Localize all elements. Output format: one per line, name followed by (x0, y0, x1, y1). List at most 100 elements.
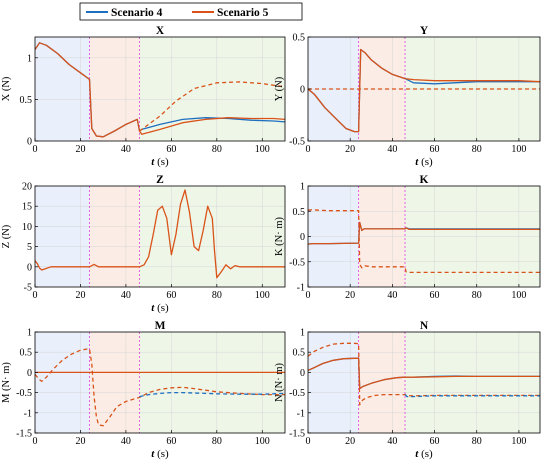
y-tick-label: 15 (22, 202, 32, 213)
series-line-1 (35, 189, 285, 279)
x-tick-label: 80 (212, 144, 222, 155)
subplot-n: 0 20 40 60 80 100 -1.5 -1 -0.5 0 0.5 1 Nt (s) N (N· m… (274, 320, 541, 460)
y-tick-label: 0 (300, 368, 305, 379)
phase-region-1 (308, 332, 359, 433)
series-line-1 (308, 342, 540, 406)
series-group (308, 342, 540, 406)
x-tick-label: 60 (430, 436, 440, 447)
y-tick-label: -0.5 (289, 137, 305, 148)
subplot-k: 0 20 40 60 80 100 -1 -0.5 0 0.5 1 K K (N· m) (274, 174, 541, 301)
series-group (308, 48, 540, 133)
y-tick-label: 0.5 (293, 207, 306, 218)
x-tick-label: 20 (75, 290, 85, 301)
y-tick-label: -0.5 (16, 388, 32, 399)
x-tick-label: 0 (33, 144, 38, 155)
x-axis-label: t (s) (151, 156, 169, 168)
series-group (308, 209, 540, 274)
y-axis-label: M (N· m) (1, 362, 12, 403)
legend-box (79, 2, 303, 21)
y-axis-label: K (N· m) (274, 216, 285, 256)
subplot-title: N (420, 320, 429, 332)
y-axis-label: Y (N) (274, 76, 285, 101)
x-tick-label: 40 (121, 436, 131, 447)
x-tick-label: 20 (75, 436, 85, 447)
x-tick-label: 80 (472, 290, 482, 301)
x-axis-label: t (s) (415, 156, 433, 168)
x-tick-label: 0 (306, 290, 311, 301)
x-tick-label: 0 (33, 436, 38, 447)
x-tick-label: 100 (255, 290, 270, 301)
phase-region-1 (35, 37, 90, 141)
x-tick-label: 40 (121, 144, 131, 155)
x-tick-label: 60 (166, 144, 176, 155)
y-tick-label: -5 (24, 283, 32, 294)
x-tick-label: 20 (345, 290, 355, 301)
series-group (35, 348, 285, 427)
legend-label-2: Scenario 5 (217, 7, 269, 19)
x-axis-label: t (s) (415, 448, 433, 460)
axes-frame (34, 331, 286, 434)
series-line-3 (308, 221, 540, 245)
y-tick-label: -1 (297, 283, 305, 294)
phase-region-3 (405, 332, 540, 433)
y-tick-label: 10 (22, 222, 32, 233)
phase-region-2 (89, 186, 140, 287)
phase-region-1 (35, 186, 90, 287)
phase-region-1 (35, 332, 90, 433)
y-tick-label: -1 (24, 408, 32, 419)
y-tick-label: 0.5 (20, 95, 33, 106)
y-tick-label: 1 (27, 328, 32, 339)
phase-region-3 (139, 37, 285, 141)
x-tick-label: 100 (255, 144, 270, 155)
y-tick-label: -0.5 (289, 388, 305, 399)
x-tick-label: 40 (121, 290, 131, 301)
y-tick-label: 0 (300, 85, 305, 96)
series-line-4 (308, 357, 540, 390)
x-tick-label: 80 (212, 290, 222, 301)
x-tick-label: 100 (255, 436, 270, 447)
subplot-title: Y (420, 25, 429, 37)
x-tick-label: 100 (511, 290, 526, 301)
y-axis-label: X (N) (1, 76, 12, 101)
x-tick-label: 0 (306, 144, 311, 155)
x-tick-label: 40 (387, 144, 397, 155)
subplot-title: M (155, 320, 166, 332)
y-tick-label: 0 (300, 232, 305, 243)
x-tick-label: 0 (33, 290, 38, 301)
x-axis-label: t (s) (151, 302, 169, 314)
y-tick-label: -0.5 (289, 257, 305, 268)
x-tick-label: 20 (75, 144, 85, 155)
phase-region-2 (89, 332, 140, 433)
axes-frame (307, 331, 541, 434)
axes-frame (34, 36, 286, 142)
y-tick-label: 5 (27, 242, 32, 253)
series-line-1 (308, 209, 540, 274)
phase-region-3 (139, 332, 285, 433)
y-tick-label: 1 (300, 182, 305, 193)
y-tick-label: 1 (27, 53, 32, 64)
series-line-2 (404, 394, 540, 398)
y-tick-label: 0.5 (293, 33, 306, 44)
x-tick-label: 80 (212, 436, 222, 447)
subplot-title: X (156, 25, 165, 37)
y-tick-label: 0.5 (20, 348, 33, 359)
subplot-title: Z (156, 174, 164, 186)
legend-label-1: Scenario 4 (111, 7, 163, 19)
y-tick-label: 0 (27, 368, 32, 379)
subplot-y: 0 20 40 60 80 100-0.500.5Yt (s)Y (N) (274, 25, 541, 168)
x-tick-label: 40 (387, 436, 397, 447)
phase-region-2 (89, 37, 140, 141)
y-tick-label: 0 (27, 262, 32, 273)
phase-region-2 (358, 332, 406, 433)
x-tick-label: 80 (472, 144, 482, 155)
subplot-title: K (420, 174, 429, 186)
x-tick-label: 0 (306, 436, 311, 447)
y-tick-label: 1 (300, 328, 305, 339)
x-tick-label: 20 (345, 144, 355, 155)
series-line-2 (139, 391, 285, 398)
x-axis-label: t (s) (151, 448, 169, 460)
x-tick-label: 60 (166, 290, 176, 301)
phase-region-3 (139, 186, 285, 287)
